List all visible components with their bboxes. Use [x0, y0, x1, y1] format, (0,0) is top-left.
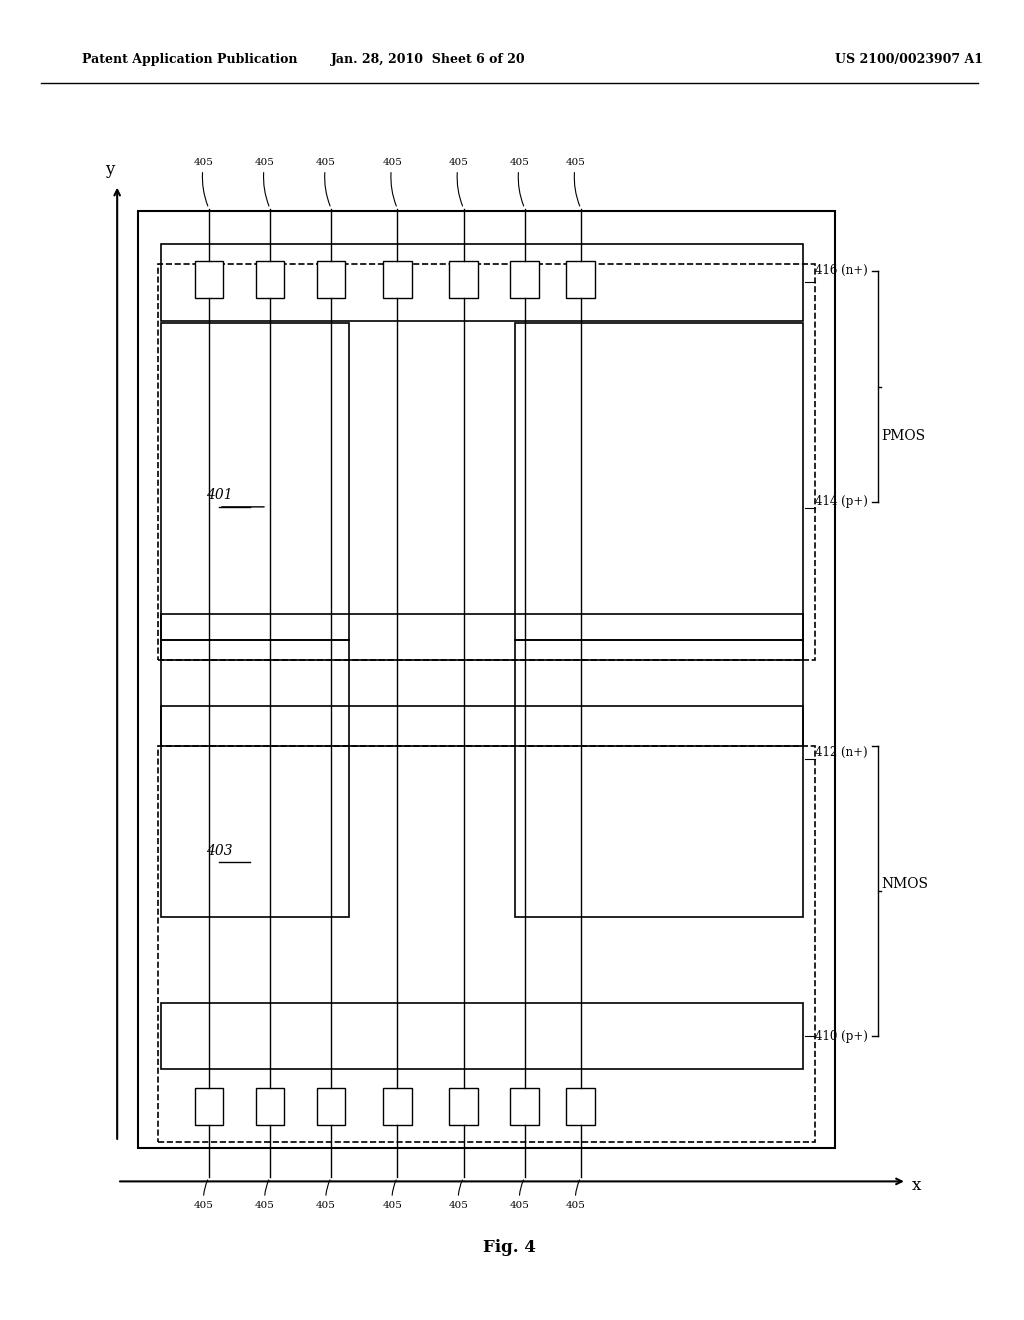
Text: US 2100/0023907 A1: US 2100/0023907 A1	[836, 53, 983, 66]
Text: 405: 405	[510, 158, 529, 206]
Bar	[161, 1003, 803, 1069]
Bar	[566, 1088, 595, 1125]
Bar	[383, 1088, 412, 1125]
Text: Patent Application Publication: Patent Application Publication	[82, 53, 297, 66]
Text: 414 (p+): 414 (p+)	[815, 495, 868, 508]
Bar	[316, 1088, 345, 1125]
Text: y: y	[105, 161, 115, 178]
Bar	[195, 261, 223, 298]
Bar	[195, 1088, 223, 1125]
Bar	[510, 1088, 539, 1125]
Text: 405: 405	[510, 1180, 529, 1210]
Bar	[450, 261, 478, 298]
Bar	[161, 640, 349, 917]
Bar	[161, 614, 803, 660]
Bar	[256, 1088, 285, 1125]
Text: 416 (n+): 416 (n+)	[815, 264, 867, 277]
Text: PMOS: PMOS	[882, 429, 926, 442]
Text: 405: 405	[194, 1180, 214, 1210]
Text: 405: 405	[382, 1180, 402, 1210]
Bar	[161, 706, 803, 746]
Text: 405: 405	[565, 158, 586, 206]
Text: 405: 405	[194, 158, 214, 206]
Text: 405: 405	[255, 158, 274, 206]
Text: NMOS: NMOS	[882, 878, 929, 891]
Bar	[510, 261, 539, 298]
Text: 405: 405	[316, 1180, 336, 1210]
Bar	[383, 261, 412, 298]
Text: 412 (n+): 412 (n+)	[815, 746, 867, 759]
Bar	[566, 261, 595, 298]
Text: 405: 405	[565, 1180, 586, 1210]
Bar	[158, 264, 815, 660]
Bar	[161, 244, 803, 321]
Text: 405: 405	[449, 1180, 468, 1210]
Bar	[256, 261, 285, 298]
Bar	[450, 1088, 478, 1125]
Bar	[316, 261, 345, 298]
Text: 403: 403	[206, 845, 232, 858]
Text: 405: 405	[449, 158, 468, 206]
Text: x: x	[911, 1177, 922, 1193]
Text: Jan. 28, 2010  Sheet 6 of 20: Jan. 28, 2010 Sheet 6 of 20	[331, 53, 525, 66]
Text: Fig. 4: Fig. 4	[483, 1239, 536, 1255]
Text: 401: 401	[206, 488, 232, 502]
Text: 405: 405	[316, 158, 336, 206]
Text: 410 (p+): 410 (p+)	[815, 1030, 868, 1043]
Bar	[158, 746, 815, 1142]
Text: 405: 405	[382, 158, 402, 206]
Text: 405: 405	[255, 1180, 274, 1210]
Bar	[514, 323, 803, 640]
Bar	[137, 211, 836, 1148]
Bar	[514, 640, 803, 917]
Bar	[161, 323, 349, 640]
